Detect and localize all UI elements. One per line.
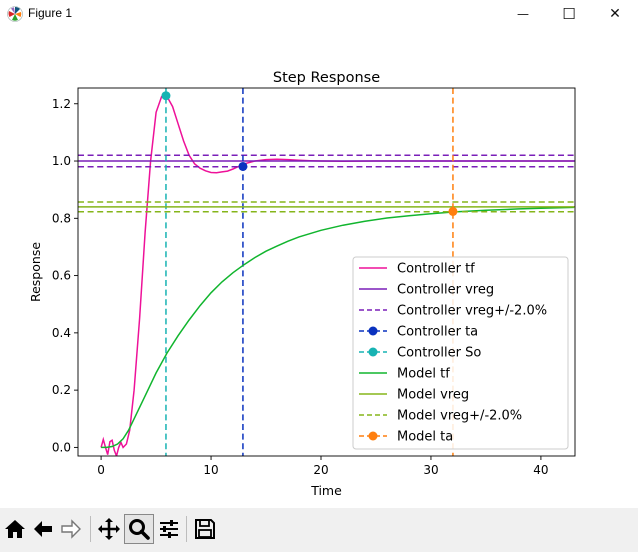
y-tick-label: 0.0: [52, 440, 71, 454]
y-axis-label: Response: [28, 242, 43, 302]
legend-entry-model-tf: Model tf: [397, 367, 450, 382]
minimize-icon: —: [517, 7, 529, 21]
x-tick-label: 20: [313, 463, 328, 477]
maximize-icon: ☐: [562, 5, 576, 23]
close-icon: ✕: [609, 6, 621, 22]
x-tick-label: 10: [203, 463, 218, 477]
y-tick-label: 0.4: [52, 326, 71, 340]
data-point-controller-so: [161, 91, 171, 101]
home-icon: [5, 520, 25, 538]
y-tick-label: 0.6: [52, 269, 71, 283]
x-axis-label: Time: [310, 483, 342, 498]
x-tick-label: 40: [533, 463, 548, 477]
figure-canvas[interactable]: 0 10 20 30 40 0.0 0.2 0.4 0.6 0.8 1.0 1.2 Step Respo…: [0, 28, 638, 508]
legend-entry-controller-ta: Controller ta: [397, 325, 478, 340]
legend-entry-model-ta: Model ta: [397, 430, 453, 445]
arrow-right-icon: [61, 519, 81, 539]
window-title: Figure 1: [28, 6, 73, 20]
data-point-model-ta: [448, 206, 458, 216]
toolbar-separator: [186, 516, 187, 542]
legend-entry-controller-tf: Controller tf: [397, 262, 475, 277]
subplots-button[interactable]: [154, 514, 184, 544]
magnifier-icon: [129, 519, 150, 540]
back-button[interactable]: [28, 514, 58, 544]
y-tick-label: 0.8: [52, 211, 71, 225]
toolbar-separator: [90, 516, 91, 542]
sliders-icon: [160, 520, 178, 538]
floppy-disk-icon: [195, 519, 215, 539]
matplotlib-logo-icon: [7, 6, 23, 22]
minimize-button[interactable]: —: [500, 0, 546, 28]
x-tick-label: 0: [97, 463, 105, 477]
legend-marker-controller-so: [368, 347, 378, 357]
data-point-controller-ta: [238, 161, 248, 171]
legend-entry-controller-vreg: Controller vreg: [397, 283, 494, 298]
legend-entry-controller-vreg-2-0: Controller vreg+/-2.0%: [397, 304, 547, 319]
pan-button[interactable]: [94, 514, 124, 544]
y-tick-label: 1.2: [52, 97, 71, 111]
y-tick-label: 0.2: [52, 383, 71, 397]
arrow-left-icon: [34, 521, 52, 537]
series-line-model-tf: [101, 206, 574, 449]
legend-box: [352, 256, 569, 450]
y-tick-label: 1.0: [52, 154, 71, 168]
forward-button[interactable]: [56, 514, 86, 544]
step-response-chart: 0 10 20 30 40 0.0 0.2 0.4 0.6 0.8 1.0 1.2 Step Respo…: [28, 70, 576, 498]
zoom-button[interactable]: [124, 514, 154, 544]
save-button[interactable]: [190, 514, 220, 544]
legend-entry-controller-so: Controller So: [397, 346, 481, 361]
legend-entry-model-vreg-2-0: Model vreg+/-2.0%: [397, 409, 522, 424]
window-titlebar: Figure 1 — ☐ ✕: [0, 0, 638, 28]
legend-entry-model-vreg: Model vreg: [397, 388, 469, 403]
axes-frame: [77, 87, 576, 457]
close-button[interactable]: ✕: [592, 0, 638, 28]
move-icon: [98, 518, 120, 540]
navigation-toolbar: [0, 508, 638, 552]
home-button[interactable]: [0, 514, 30, 544]
legend-marker-model-ta: [368, 431, 378, 441]
x-tick-label: 30: [423, 463, 438, 477]
chart-title: Step Response: [273, 70, 380, 86]
maximize-button[interactable]: ☐: [546, 0, 592, 28]
legend-marker-controller-ta: [368, 326, 378, 336]
